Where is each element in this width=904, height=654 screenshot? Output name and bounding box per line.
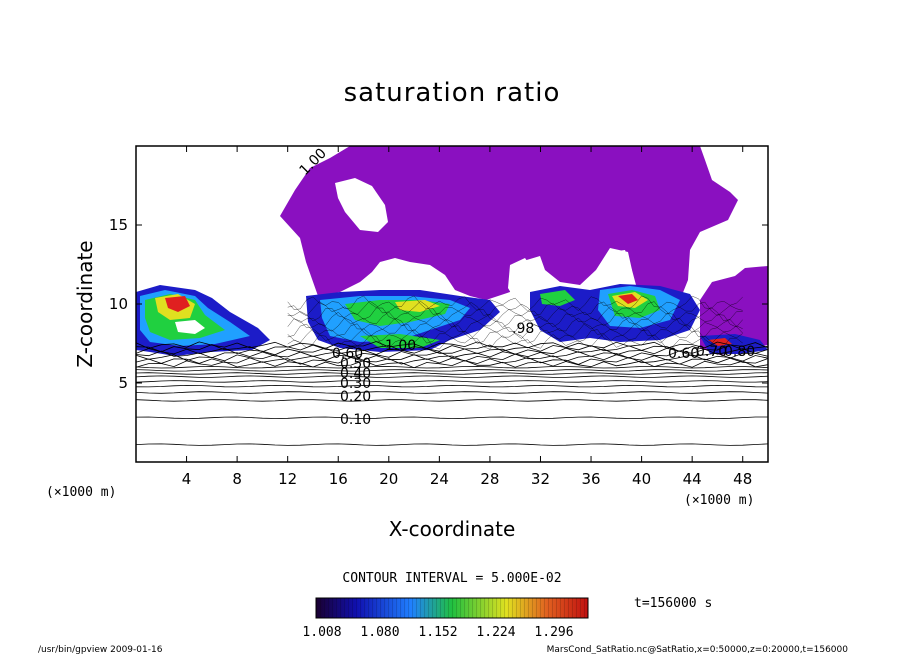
y-tick-label: 10	[109, 295, 128, 313]
colorbar-tick-label: 1.080	[360, 625, 399, 640]
contour-line	[287, 317, 743, 334]
contour-line	[287, 295, 743, 312]
contour-line	[135, 384, 769, 388]
contour-lines	[135, 295, 769, 446]
contour-line	[135, 341, 769, 350]
x-tick-label: 4	[182, 470, 192, 488]
contour-line	[287, 328, 743, 345]
contour-line	[135, 380, 769, 383]
colorbar-hatch	[316, 598, 588, 618]
colorbar-ticks: 1.008 1.080 1.152 1.224 1.296	[302, 625, 573, 640]
contour-label: 1.00	[385, 338, 416, 354]
y-unit-label: (×1000 m)	[46, 485, 116, 500]
x-tick-label: 16	[329, 470, 348, 488]
contour-line	[287, 306, 743, 323]
contour-label: 0.40	[340, 366, 371, 382]
contour-label: 0.70	[696, 344, 727, 360]
saturated-region	[280, 146, 738, 300]
contour-line	[135, 372, 769, 375]
contour-line	[135, 347, 769, 356]
contour-line	[287, 333, 743, 350]
y-tick-label: 15	[109, 216, 128, 234]
contour-label: 0.80	[724, 344, 755, 360]
contour-line	[287, 311, 743, 328]
x-tick-label: 48	[733, 470, 752, 488]
footer-left: /usr/bin/gpview 2009-01-16	[38, 645, 163, 654]
x-axis-title: X-coordinate	[389, 517, 516, 541]
contour-label: 0.60	[332, 346, 363, 362]
colorbar-tick-label: 1.152	[418, 625, 457, 640]
contour-line	[135, 365, 769, 369]
y-axis-title: Z-coordinate	[73, 240, 97, 367]
contour-line	[135, 360, 769, 369]
x-tick-label: 28	[480, 470, 499, 488]
contour-line	[287, 322, 743, 340]
y-tick-label: 5	[118, 374, 128, 392]
contour-label: 0.10	[340, 412, 371, 428]
colorbar-tick-label: 1.008	[302, 625, 341, 640]
contour-interval-text: CONTOUR INTERVAL = 5.000E-02	[342, 571, 561, 586]
contour-line	[287, 300, 743, 317]
contour-labels: 1.00 0.10 0.20 0.30 0.40 0.50 0.60 1.00 …	[297, 145, 756, 428]
contour-line	[135, 391, 769, 394]
contour-line	[135, 416, 768, 419]
contour-label: 0.60	[668, 346, 699, 362]
contour-label: 0.30	[340, 376, 371, 392]
x-tick-label: 12	[278, 470, 297, 488]
plot-body	[136, 146, 768, 356]
y-axis-ticks: 5 10 15	[109, 216, 768, 392]
unsaturated-hole	[380, 260, 410, 292]
unsaturated-hole	[508, 258, 535, 300]
x-tick-label: 8	[232, 470, 242, 488]
colorbar-tick-label: 1.224	[476, 625, 515, 640]
contour-label: .98	[512, 321, 534, 337]
contour-line	[135, 350, 769, 359]
chart-title: saturation ratio	[343, 78, 561, 108]
cloud-patch-left	[136, 285, 270, 356]
unsaturated-hole	[335, 178, 388, 232]
x-tick-label: 24	[430, 470, 449, 488]
time-label: t=156000 s	[634, 596, 712, 611]
contour-label: 0.20	[340, 389, 371, 405]
contour-line	[135, 399, 769, 402]
colorbar-tick-label: 1.296	[534, 625, 573, 640]
x-unit-label: (×1000 m)	[684, 493, 754, 508]
saturated-region	[700, 266, 768, 355]
contour-line	[135, 443, 769, 446]
x-tick-label: 44	[683, 470, 702, 488]
contour-line	[135, 375, 769, 378]
x-tick-label: 20	[379, 470, 398, 488]
footer-right: MarsCond_SatRatio.nc@SatRatio,x=0:50000,…	[547, 645, 849, 654]
contour-label: 0.50	[340, 356, 371, 372]
contour-line	[135, 353, 769, 362]
contour-line	[135, 369, 769, 372]
x-tick-label: 36	[581, 470, 600, 488]
x-tick-label: 40	[632, 470, 651, 488]
x-tick-label: 32	[531, 470, 550, 488]
x-axis-ticks: 4 8 12 16 20 24 28 32 36 40 44 48	[182, 146, 752, 488]
